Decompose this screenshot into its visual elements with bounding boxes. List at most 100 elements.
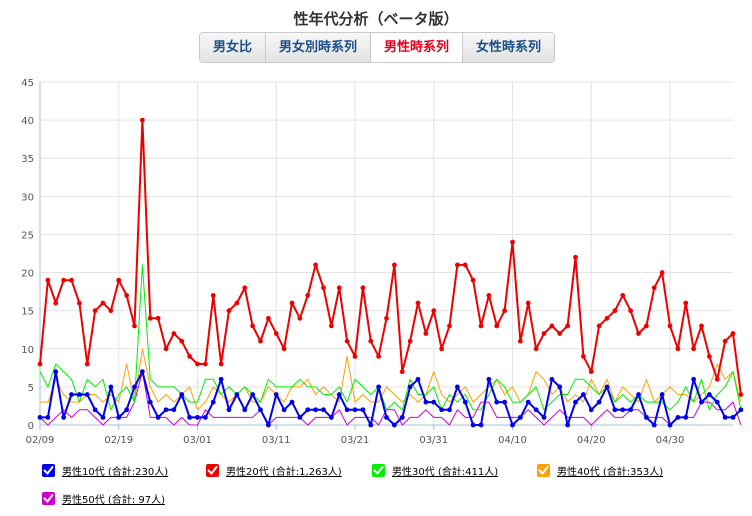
data-point (147, 315, 153, 321)
x-tick-label: 03/31 (419, 435, 448, 446)
data-point (399, 414, 405, 420)
tab-male-timeseries[interactable]: 男性時系列 (371, 33, 464, 62)
legend-item-male-20s[interactable]: 男性20代 (合計:1,263人) (206, 463, 342, 478)
data-point (486, 293, 492, 298)
data-point (557, 331, 563, 336)
data-point (336, 285, 342, 291)
legend-checkbox-icon[interactable] (42, 464, 55, 477)
data-point (604, 315, 610, 321)
data-point (360, 285, 366, 291)
legend-checkbox-icon[interactable] (42, 492, 55, 505)
data-point (360, 407, 366, 413)
data-point (76, 392, 82, 397)
legend-item-male-10s[interactable]: 男性10代 (合計:230人) (42, 463, 168, 478)
data-point (722, 338, 728, 344)
data-point (195, 361, 200, 367)
data-point (171, 407, 177, 413)
data-point (289, 399, 295, 405)
y-tick-label: 40 (21, 116, 34, 127)
data-point (69, 392, 74, 397)
data-point (297, 414, 303, 420)
chart-series (37, 117, 744, 428)
legend-label[interactable]: 男性50代 (合計: 97人) (62, 495, 165, 506)
data-point (565, 422, 571, 428)
data-point (470, 422, 476, 428)
data-point (37, 361, 43, 367)
legend-label[interactable]: 男性20代 (合計:1,263人) (226, 467, 342, 478)
data-point (683, 300, 689, 306)
data-point (415, 376, 421, 382)
data-point (273, 392, 279, 397)
data-point (281, 407, 287, 413)
data-point (714, 376, 720, 382)
legend-label[interactable]: 男性40代 (合計:353人) (557, 467, 664, 478)
data-point (187, 414, 193, 420)
tab-female-timeseries[interactable]: 女性時系列 (463, 33, 555, 62)
y-tick-label: 10 (21, 345, 34, 356)
data-point (313, 262, 319, 268)
y-tick-label: 5 (28, 383, 34, 394)
data-point (738, 407, 744, 413)
x-tick-label: 03/21 (341, 435, 370, 446)
data-point (651, 422, 657, 428)
data-point (313, 407, 319, 413)
legend-checkbox-icon[interactable] (206, 464, 219, 477)
data-point (431, 399, 437, 405)
tab-gender-timeseries[interactable]: 男女別時系列 (266, 33, 372, 62)
data-point (706, 392, 712, 397)
data-point (714, 399, 720, 405)
y-tick-label: 25 (21, 230, 34, 241)
legend-checkbox-icon[interactable] (537, 464, 550, 477)
data-point (61, 277, 67, 283)
legend-label[interactable]: 男性10代 (合計:230人) (62, 467, 169, 478)
data-point (305, 293, 311, 298)
data-point (612, 407, 618, 413)
y-tick-label: 35 (21, 154, 34, 165)
data-point (124, 293, 130, 298)
data-point (691, 376, 697, 382)
data-point (328, 414, 334, 420)
data-point (533, 346, 539, 352)
tab-gender-ratio[interactable]: 男女比 (200, 33, 267, 62)
data-point (580, 354, 586, 359)
data-point (431, 308, 437, 314)
data-point (265, 422, 271, 428)
y-tick-label: 20 (21, 269, 34, 280)
legend-item-male-40s[interactable]: 男性40代 (合計:353人) (537, 463, 663, 478)
data-point (738, 392, 744, 397)
data-point (202, 361, 208, 367)
legend-item-male-30s[interactable]: 男性30代 (合計:411人) (372, 463, 498, 478)
data-point (525, 300, 531, 306)
data-point (541, 414, 547, 420)
x-tick-label: 04/10 (498, 435, 527, 446)
line-chart: 0 5 10 15 20 25 30 35 40 45 02/09 02/19 03/01 03/11 03… (21, 78, 744, 446)
data-point (258, 338, 263, 344)
data-point (478, 422, 484, 428)
data-point (573, 254, 578, 260)
data-point (486, 376, 492, 382)
y-tick-label: 30 (21, 192, 34, 203)
data-point (116, 277, 122, 283)
data-point (643, 414, 649, 420)
data-point (407, 384, 413, 390)
data-point (454, 262, 460, 268)
data-point (53, 300, 59, 306)
legend-label[interactable]: 男性30代 (合計:411人) (392, 467, 499, 478)
data-point (596, 323, 602, 329)
data-point (628, 407, 634, 413)
data-point (730, 331, 736, 336)
data-point (517, 414, 523, 420)
data-point (297, 315, 303, 321)
data-point (202, 414, 208, 420)
legend-checkbox-icon[interactable] (372, 464, 385, 477)
page-title: 性年代分析（ベータ版） (293, 10, 459, 28)
data-point (462, 399, 468, 405)
data-point (147, 399, 153, 405)
data-point (494, 323, 500, 329)
data-point (447, 323, 452, 329)
data-point (281, 346, 287, 352)
data-point (76, 300, 82, 306)
data-point (565, 323, 571, 329)
data-point (651, 285, 657, 291)
legend-item-male-50s[interactable]: 男性50代 (合計: 97人) (42, 491, 165, 506)
